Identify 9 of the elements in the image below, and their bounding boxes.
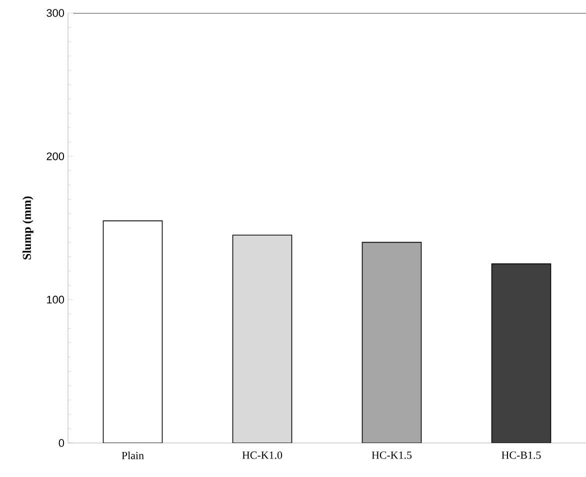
x-tick-label: HC-B1.5 <box>502 452 541 459</box>
y-tick-label: 0 <box>58 439 64 447</box>
y-tick-label: 100 <box>47 296 64 304</box>
x-tick-label: HC-K1.0 <box>242 452 282 459</box>
y-tick-label: 200 <box>46 152 64 160</box>
y-axis-title: Slump (mm) <box>22 196 34 260</box>
x-tick-label: HC-K1.5 <box>372 452 412 459</box>
x-tick-label: Plain <box>122 452 144 460</box>
y-tick-label: 300 <box>46 9 64 17</box>
